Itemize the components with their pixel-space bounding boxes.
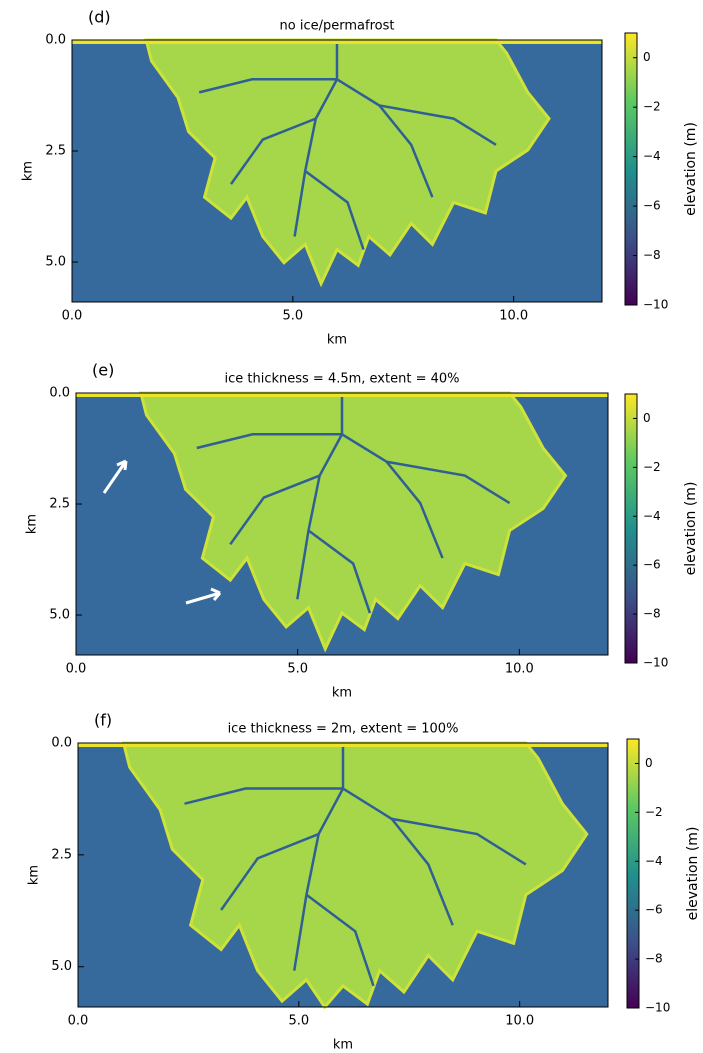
channel: [229, 474, 321, 546]
channel: [305, 893, 375, 987]
shoreline: [72, 40, 602, 44]
shoreline: [76, 393, 608, 397]
panel-label: (e): [92, 361, 114, 380]
colorbar-tick-label: −10: [643, 656, 668, 670]
y-tick-label: 0.0: [51, 736, 72, 751]
colorbar-tick-label: −6: [643, 558, 661, 572]
channel: [229, 117, 317, 185]
x-tick-label: 0.0: [62, 309, 83, 324]
channel: [386, 460, 511, 505]
plot-frame: [71, 39, 603, 303]
y-tick-label: 5.0: [49, 608, 70, 623]
y-tick-label: 0.0: [45, 33, 66, 48]
colorbar-tick-label: 0: [643, 50, 651, 64]
x-tick-label: 0.0: [66, 662, 87, 677]
y-tick-label: 2.5: [51, 847, 72, 862]
panel-title: no ice/permafrost: [280, 19, 395, 34]
colorbar-tick-label: −2: [643, 460, 661, 474]
channel: [304, 169, 365, 250]
colorbar-tick-label: −6: [645, 903, 663, 917]
x-tick-label: 10.0: [505, 1014, 534, 1029]
y-axis-label: km: [25, 514, 40, 534]
colorbar-tick-label: −10: [645, 1001, 670, 1015]
x-tick-label: 10.0: [499, 309, 528, 324]
channel: [341, 433, 444, 559]
colorbar-tick-label: 0: [643, 411, 651, 425]
y-tick-label: 0.0: [49, 386, 70, 401]
colorbar-tick-label: −2: [643, 100, 661, 114]
channel: [220, 832, 320, 911]
x-axis-label: km: [327, 333, 347, 348]
channel: [379, 104, 497, 146]
colorbar: [624, 32, 638, 306]
colorbar-tick-label: −2: [645, 805, 663, 819]
x-tick-label: 0.0: [68, 1014, 89, 1029]
colorbar-tick-label: −8: [643, 248, 661, 262]
channel: [196, 433, 342, 450]
plot-frame: [75, 392, 609, 656]
colorbar-tick-label: −8: [643, 607, 661, 621]
channel: [307, 529, 372, 614]
x-tick-label: 5.0: [287, 662, 308, 677]
x-tick-label: 10.0: [505, 662, 534, 677]
delta-deposit: [121, 741, 589, 1010]
y-axis-label: km: [21, 161, 36, 181]
delta-deposit: [138, 391, 568, 653]
colorbar-tick-label: −4: [645, 854, 663, 868]
y-tick-label: 2.5: [49, 497, 70, 512]
colorbar-label: elevation (m): [685, 827, 701, 921]
colorbar-tick-label: −6: [643, 199, 661, 213]
colorbar-tick-label: −10: [643, 298, 668, 312]
colorbar-label: elevation (m): [683, 482, 699, 576]
shoreline: [78, 743, 608, 747]
panel-title: ice thickness = 2m, extent = 100%: [228, 722, 459, 737]
y-axis-label: km: [27, 865, 42, 885]
plot-frame: [77, 742, 609, 1008]
channel: [336, 78, 434, 198]
channel: [184, 787, 343, 805]
delta-deposit: [144, 38, 551, 288]
colorbar-label: elevation (m): [683, 122, 699, 216]
x-axis-label: km: [332, 686, 352, 701]
colorbar-tick-label: −4: [643, 509, 661, 523]
channel: [391, 817, 527, 866]
colorbar-tick-label: −4: [643, 149, 661, 163]
panel-label: (d): [88, 8, 111, 27]
x-axis-label: km: [333, 1038, 353, 1053]
arrow: [102, 459, 128, 494]
colorbar: [626, 738, 640, 1009]
channel: [198, 78, 337, 94]
colorbar-tick-label: −8: [645, 952, 663, 966]
y-tick-label: 2.5: [45, 144, 66, 159]
y-tick-label: 5.0: [51, 959, 72, 974]
colorbar: [624, 393, 638, 664]
channel: [342, 787, 454, 926]
panel-title: ice thickness = 4.5m, extent = 40%: [224, 372, 459, 387]
panel-label: (f): [94, 711, 112, 730]
y-tick-label: 5.0: [45, 255, 66, 270]
arrow: [185, 587, 222, 605]
x-tick-label: 5.0: [282, 309, 303, 324]
colorbar-tick-label: 0: [645, 756, 653, 770]
x-tick-label: 5.0: [288, 1014, 309, 1029]
